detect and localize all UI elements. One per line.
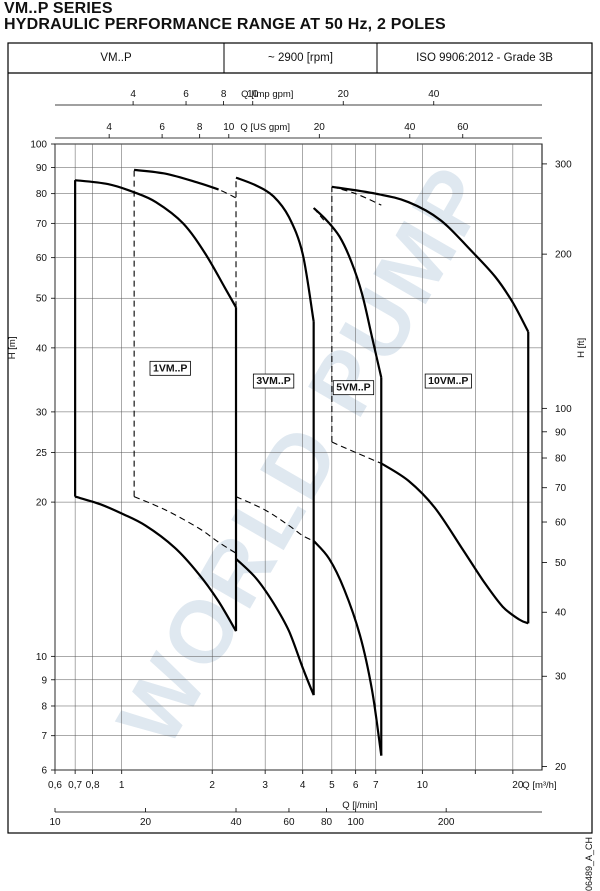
- header-cell-standard: ISO 9906:2012 - Grade 3B: [416, 52, 553, 64]
- us-gpm-tick-label: 4: [106, 122, 112, 133]
- y-tick-label: 80: [36, 189, 48, 200]
- model-bottom-dash: [235, 496, 314, 542]
- imp-gpm-axis-label: Q [Imp gpm]: [241, 89, 293, 100]
- ft-tick-label: 40: [555, 608, 567, 619]
- model-top-curve-2: [133, 168, 219, 191]
- x-tick-label: 1: [119, 780, 125, 791]
- model-bottom-dash: [331, 441, 382, 464]
- model-bottom-curve: [235, 558, 315, 696]
- ft-tick-label: 100: [555, 404, 572, 415]
- model-bottom-curve: [74, 495, 237, 632]
- header-cell-series: VM..P: [100, 52, 132, 64]
- us-gpm-tick-label: 6: [159, 122, 165, 133]
- page-subtitle: HYDRAULIC PERFORMANCE RANGE AT 50 Hz, 2 …: [4, 16, 446, 33]
- model-label-box: [149, 360, 191, 376]
- ft-tick-label: 30: [555, 672, 567, 683]
- x-tick-label: 0,7: [68, 780, 82, 791]
- y-tick-label: 50: [36, 294, 48, 305]
- y-tick-label: 20: [36, 498, 48, 509]
- y-tick-label: 8: [41, 701, 47, 712]
- x-tick-label: 3: [262, 780, 268, 791]
- ft-tick-label: 300: [555, 159, 572, 170]
- lmin-tick-label: 80: [321, 817, 333, 828]
- lmin-axis-label: Q [l/min]: [342, 800, 377, 811]
- lmin-tick-label: 40: [230, 817, 242, 828]
- model-label: 3VM..P: [256, 375, 290, 387]
- model-label-box: [332, 380, 375, 396]
- lmin-tick-label: 20: [140, 817, 152, 828]
- x-tick-label: 10: [417, 780, 429, 791]
- drawing-code: 06489_A_CH: [584, 837, 594, 891]
- y-tick-label: 25: [36, 448, 48, 459]
- x-tick-label: 0,6: [48, 780, 62, 791]
- model-label-box: [252, 373, 295, 389]
- x-tick-label: 0,8: [86, 780, 100, 791]
- y-tick-label: 30: [36, 407, 48, 418]
- us-gpm-tick-label: 40: [404, 122, 416, 133]
- model-top-curve: [235, 176, 315, 322]
- model-label-box: [424, 373, 472, 389]
- y-axis-label: H [m]: [7, 337, 18, 360]
- lmin-tick-label: 100: [347, 817, 364, 828]
- model-label: 5VM..P: [336, 382, 370, 394]
- header-cell-rpm: ~ 2900 [rpm]: [268, 52, 333, 64]
- us-gpm-tick-label: 20: [314, 122, 326, 133]
- model-bottom-curve: [312, 540, 383, 756]
- y-tick-label: 40: [36, 343, 48, 354]
- x-tick-label: 4: [300, 780, 306, 791]
- y-tick-label: 7: [41, 731, 47, 742]
- ft-tick-label: 50: [555, 558, 567, 569]
- model-label: 10VM..P: [428, 375, 468, 387]
- x-tick-label: 2: [209, 780, 215, 791]
- model-top-curve: [74, 179, 237, 308]
- imp-gpm-tick-label: 10: [247, 89, 259, 100]
- ft-tick-label: 200: [555, 250, 572, 261]
- model-top-curve: [312, 207, 383, 378]
- x-axis-label: Q [m³/h]: [522, 780, 556, 791]
- page-title: VM..P SERIES: [4, 0, 113, 17]
- model-label: 1VM..P: [153, 362, 187, 374]
- ft-tick-label: 80: [555, 454, 567, 465]
- model-bottom-dash: [133, 496, 237, 554]
- x-tick-label: 7: [373, 780, 379, 791]
- ft-tick-label: 90: [555, 427, 567, 438]
- us-gpm-tick-label: 8: [197, 122, 203, 133]
- us-gpm-axis-label: Q [US gpm]: [240, 122, 290, 133]
- model-top-curve: [331, 185, 530, 333]
- y-tick-label: 60: [36, 253, 48, 264]
- x-tick-label: 6: [353, 780, 359, 791]
- x-tick-label: 20: [512, 780, 524, 791]
- us-gpm-tick-label: 10: [223, 122, 235, 133]
- y-tick-label: 100: [30, 140, 47, 151]
- imp-gpm-tick-label: 6: [183, 89, 189, 100]
- ft-tick-label: 70: [555, 483, 567, 494]
- y-tick-label: 9: [41, 675, 47, 686]
- imp-gpm-tick-label: 20: [338, 89, 350, 100]
- y-tick-label: 6: [41, 766, 47, 777]
- lmin-tick-label: 10: [49, 817, 61, 828]
- lmin-tick-label: 200: [438, 817, 455, 828]
- lmin-tick-label: 60: [283, 817, 295, 828]
- imp-gpm-tick-label: 4: [130, 89, 136, 100]
- imp-gpm-tick-label: 8: [221, 89, 227, 100]
- us-gpm-tick-label: 60: [457, 122, 469, 133]
- model-bottom-curve: [380, 462, 529, 625]
- ft-tick-label: 20: [555, 762, 567, 773]
- y-tick-label: 10: [36, 652, 48, 663]
- y-tick-label: 70: [36, 219, 48, 230]
- x-tick-label: 5: [329, 780, 335, 791]
- ft-tick-label: 60: [555, 518, 567, 529]
- y-tick-label: 90: [36, 163, 48, 174]
- y2-axis-label: H [ft]: [576, 338, 587, 358]
- imp-gpm-tick-label: 40: [428, 89, 440, 100]
